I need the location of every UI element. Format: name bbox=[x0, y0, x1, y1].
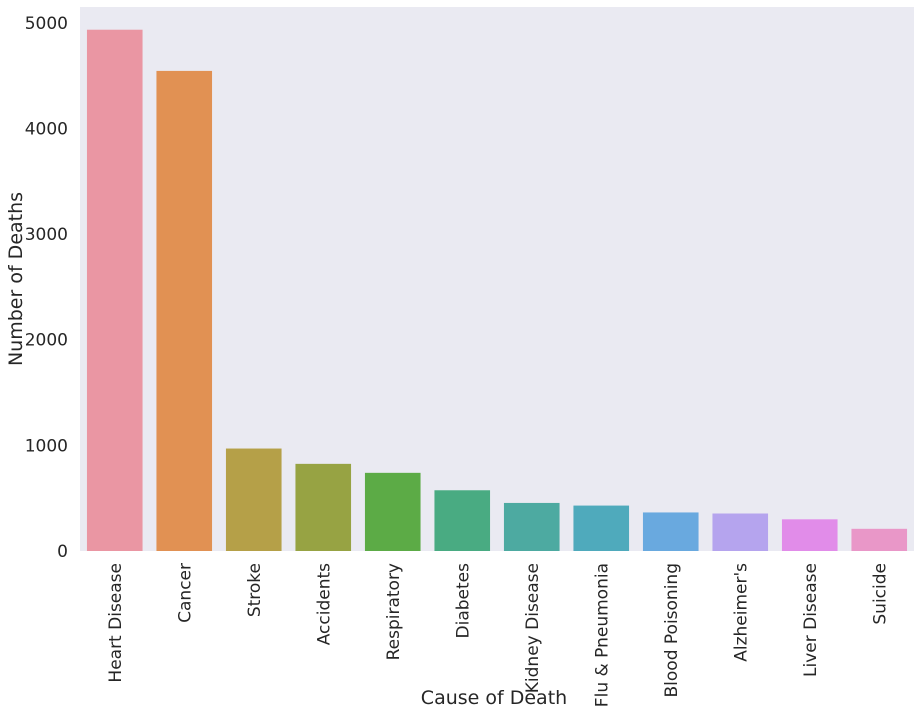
bar bbox=[156, 70, 213, 551]
plot-background bbox=[80, 7, 914, 551]
bar bbox=[851, 528, 908, 551]
x-tick-label: Cancer bbox=[175, 563, 195, 623]
bar bbox=[573, 505, 630, 551]
y-tick-label: 3000 bbox=[25, 225, 68, 245]
bar bbox=[642, 512, 699, 551]
x-tick-label: Alzheimer's bbox=[731, 563, 751, 662]
bar bbox=[364, 472, 421, 551]
bar bbox=[225, 448, 282, 551]
y-tick-label: 1000 bbox=[25, 436, 68, 456]
x-tick-label: Heart Disease bbox=[106, 563, 126, 683]
x-tick-label: Stroke bbox=[245, 563, 265, 617]
bar bbox=[503, 502, 560, 551]
bars-group bbox=[86, 29, 908, 551]
x-tick-labels: Heart Disease Cancer Stroke Accidents Respir… bbox=[106, 563, 891, 707]
x-tick-label: Liver Disease bbox=[801, 563, 821, 677]
y-tick-label: 0 bbox=[57, 542, 68, 562]
x-tick-label: Suicide bbox=[870, 563, 890, 625]
bar bbox=[295, 463, 352, 551]
x-tick-label: Kidney Disease bbox=[523, 563, 543, 693]
x-tick-label: Flu & Pneumonia bbox=[592, 563, 612, 707]
y-tick-labels: 0 1000 2000 3000 4000 5000 bbox=[25, 14, 68, 562]
x-tick-label: Diabetes bbox=[453, 563, 473, 639]
x-tick-label: Blood Poisoning bbox=[662, 563, 682, 697]
y-tick-label: 4000 bbox=[25, 119, 68, 139]
bar bbox=[712, 513, 769, 551]
y-axis-label: Number of Deaths bbox=[5, 192, 27, 366]
x-axis-label: Cause of Death bbox=[421, 687, 567, 709]
x-tick-label: Respiratory bbox=[384, 563, 404, 660]
x-tick-label: Accidents bbox=[314, 563, 334, 645]
bar bbox=[86, 29, 143, 551]
bar bbox=[781, 519, 838, 551]
bar bbox=[434, 490, 491, 551]
y-tick-label: 2000 bbox=[25, 331, 68, 351]
y-tick-label: 5000 bbox=[25, 14, 68, 34]
